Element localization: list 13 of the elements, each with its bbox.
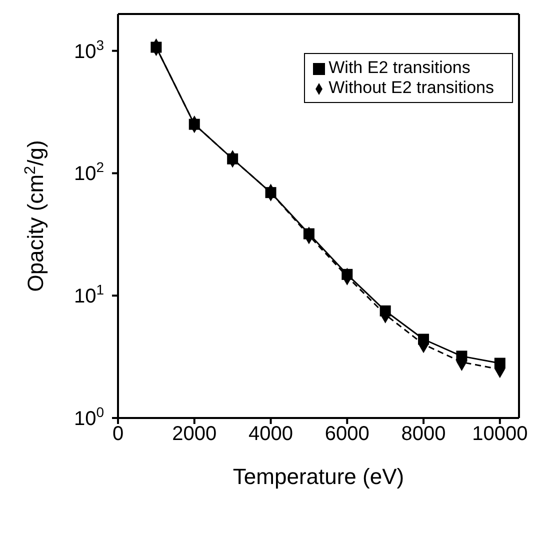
x-tick-label: 8000 <box>401 423 446 446</box>
legend-label: Without E2 transitions <box>328 78 494 97</box>
y-tick-label: 10$^{2}$ <box>74 159 104 186</box>
y-tick-label: 10$^{1}$ <box>74 282 104 308</box>
x-tick-label: 2000 <box>172 423 217 446</box>
x-tick-label: 4000 <box>248 423 294 446</box>
y-tick-label: 10$^{3}$ <box>74 36 104 63</box>
x-tick-label: 0 <box>112 423 124 446</box>
y-tick-label: 10$^{0}$ <box>74 404 104 430</box>
x-axis-title: Temperature (eV) <box>232 464 404 489</box>
x-tick-label: 6000 <box>324 423 370 446</box>
x-tick-label: 10000 <box>472 423 528 446</box>
legend-label: With E2 transitions <box>328 58 470 77</box>
